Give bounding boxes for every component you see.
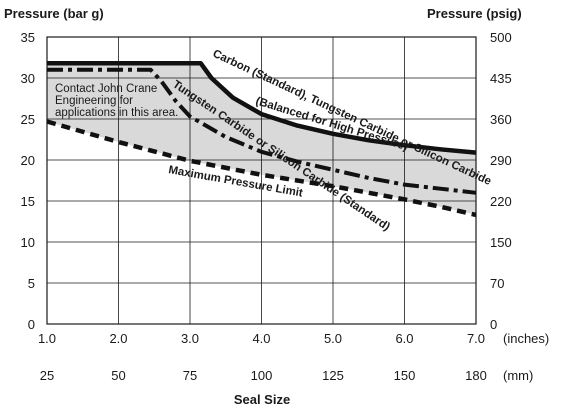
y-tick-label-psig: 360: [490, 112, 512, 127]
x-tick-label-inches: 6.0: [395, 331, 413, 346]
x-tick-label-mm: 100: [251, 368, 273, 383]
y-tick-label-bar: 0: [28, 317, 35, 332]
y-tick-label-psig: 70: [490, 276, 504, 291]
contact-note-line-2: Engineering for: [55, 95, 133, 107]
x-tick-label-inches: 5.0: [324, 331, 342, 346]
contact-note-line-1: Contact John Crane: [55, 83, 157, 95]
plot-frame: [46, 36, 477, 325]
x-tick-label-inches: 2.0: [109, 331, 127, 346]
x-tick-label-inches: 3.0: [181, 331, 199, 346]
x-tick-label-mm: 25: [40, 368, 54, 383]
y-tick-label-bar: 35: [21, 30, 35, 45]
x-tick-label-inches: 7.0: [467, 331, 485, 346]
x-axis-title: Seal Size: [234, 392, 290, 407]
y-tick-label-psig: 290: [490, 153, 512, 168]
y-tick-label-bar: 20: [21, 153, 35, 168]
x-tick-label-inches: 1.0: [38, 331, 56, 346]
left-axis-title: Pressure (bar g): [4, 6, 104, 21]
y-tick-label-psig: 220: [490, 194, 512, 209]
x-tick-label-inches: 4.0: [252, 331, 270, 346]
x-tick-label-mm: 150: [394, 368, 416, 383]
y-tick-label-psig: 435: [490, 71, 512, 86]
x-unit-mm: (mm): [503, 368, 533, 383]
contact-note: Contact John Crane Engineering for appli…: [55, 83, 178, 119]
x-tick-label-mm: 180: [465, 368, 487, 383]
series-line-2: [47, 67, 477, 195]
y-tick-label-psig: 500: [490, 30, 512, 45]
y-tick-label-bar: 30: [21, 71, 35, 86]
y-tick-label-psig: 0: [490, 317, 497, 332]
contact-note-line-3: applications in this area.: [55, 107, 178, 119]
series-line-3: [46, 119, 477, 218]
x-tick-label-mm: 125: [322, 368, 344, 383]
y-tick-label-bar: 15: [21, 194, 35, 209]
x-tick-label-mm: 50: [111, 368, 125, 383]
series-line-1: [47, 60, 477, 155]
y-tick-label-bar: 5: [28, 276, 35, 291]
y-tick-label-bar: 25: [21, 112, 35, 127]
y-tick-label-psig: 150: [490, 235, 512, 250]
x-unit-inches: (inches): [503, 331, 549, 346]
right-axis-title: Pressure (psig): [427, 6, 522, 21]
y-tick-label-bar: 10: [21, 235, 35, 250]
x-tick-label-mm: 75: [183, 368, 197, 383]
